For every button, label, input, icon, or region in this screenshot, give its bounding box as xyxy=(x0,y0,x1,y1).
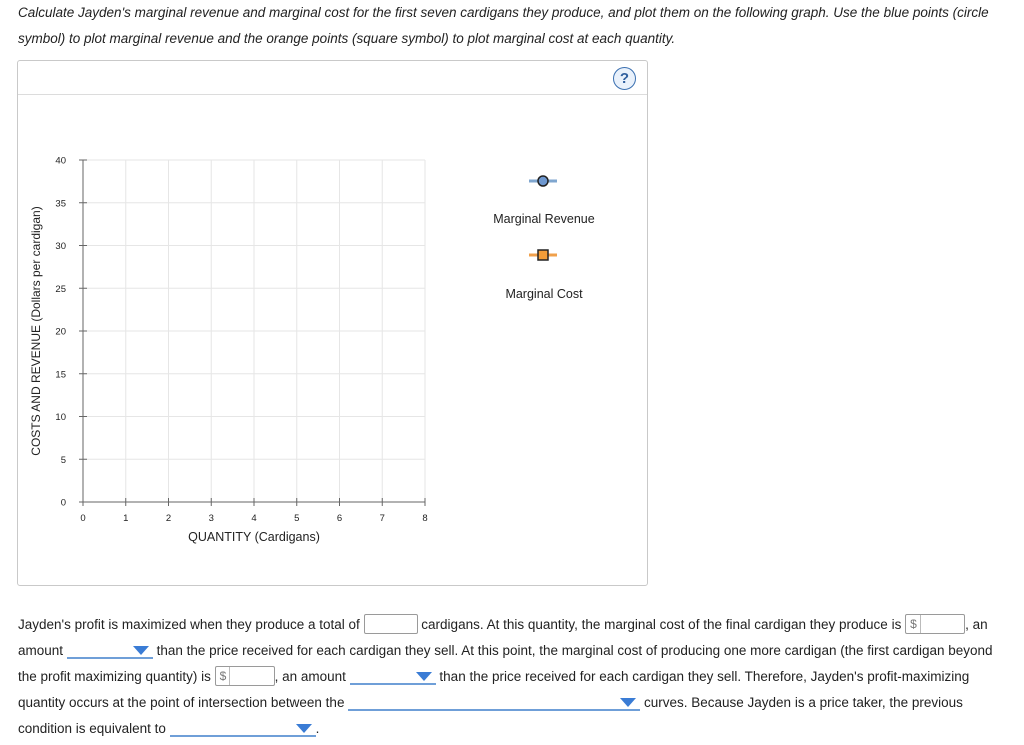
grid xyxy=(83,159,426,502)
condition-dropdown[interactable] xyxy=(169,723,316,738)
answer-text-1: Jayden's profit is maximized when they p… xyxy=(18,617,360,632)
chevron-down-icon xyxy=(132,646,149,656)
x-tick-label: 7 xyxy=(380,513,385,524)
answer-text-7: curves. Because Jayden is a price taker,… xyxy=(18,695,963,736)
mc-next-dollar-input[interactable]: $ xyxy=(214,666,275,687)
x-tick-label: 6 xyxy=(337,513,342,524)
y-tick-label: 35 xyxy=(55,198,66,209)
answer-text-3: , an amount xyxy=(18,617,988,658)
comparison-dropdown-1[interactable] xyxy=(66,645,153,660)
y-axis-label: COSTS AND REVENUE (Dollars per cardigan) xyxy=(29,206,43,455)
axes xyxy=(79,159,426,506)
x-tick-label: 0 xyxy=(80,513,85,524)
x-tick-label: 3 xyxy=(209,513,214,524)
mc-final-dollar-input[interactable]: $ xyxy=(905,614,966,635)
answer-text-6: than the price received for each cardiga… xyxy=(18,669,970,710)
x-axis-label: QUANTITY (Cardigans) xyxy=(188,530,320,544)
legend-mc-label: Marginal Cost xyxy=(505,287,583,301)
y-tick-label: 0 xyxy=(61,498,66,509)
x-tick-labels: 0 1 2 3 4 5 6 7 8 xyxy=(80,513,427,524)
legend-mc-square-icon xyxy=(537,249,549,261)
instructions-text: Calculate Jayden's marginal revenue and … xyxy=(18,5,989,46)
legend-mc-tool[interactable] xyxy=(529,249,557,261)
answer-text-5: , an amount xyxy=(274,669,346,684)
legend-mr-circle-icon xyxy=(537,175,549,187)
legend-mr-tool[interactable] xyxy=(529,175,557,187)
help-button[interactable]: ? xyxy=(613,67,636,90)
curves-dropdown[interactable] xyxy=(348,697,641,712)
x-tick-label: 5 xyxy=(294,513,299,524)
answer-paragraph: Jayden's profit is maximized when they p… xyxy=(18,612,1008,742)
y-tick-label: 40 xyxy=(55,156,66,167)
y-tick-label: 20 xyxy=(55,327,66,338)
y-tick-label: 15 xyxy=(55,369,66,380)
answer-text-2: cardigans. At this quantity, the margina… xyxy=(421,617,902,632)
x-tick-label: 2 xyxy=(166,513,171,524)
dollar-sign-1: $ xyxy=(906,615,921,634)
y-tick-label: 10 xyxy=(55,412,66,423)
plot-area[interactable]: 0 1 2 3 4 5 6 7 8 0 5 10 15 20 25 30 35 40 QUANTITY (Car… xyxy=(18,61,647,585)
y-tick-label: 5 xyxy=(61,455,66,466)
comparison-dropdown-2[interactable] xyxy=(349,671,436,686)
legend-mr-label: Marginal Revenue xyxy=(493,212,595,226)
y-tick-labels: 0 5 10 15 20 25 30 35 40 xyxy=(55,156,66,509)
x-tick-label: 1 xyxy=(123,513,128,524)
chevron-down-icon xyxy=(620,698,637,708)
y-tick-label: 25 xyxy=(55,284,66,295)
graph-panel: ? 0 1 2 3 4 5 6 7 8 0 5 10 15 20 25 30 35 40 QUANTITY (C… xyxy=(17,60,648,586)
answer-text-4: than the price received for each cardiga… xyxy=(18,643,993,684)
dollar-sign-2: $ xyxy=(216,667,231,686)
quantity-input[interactable] xyxy=(363,614,418,635)
chevron-down-icon xyxy=(295,724,312,734)
x-tick-label: 8 xyxy=(422,513,427,524)
y-tick-label: 30 xyxy=(55,241,66,252)
answer-text-8: . xyxy=(315,721,320,736)
chevron-down-icon xyxy=(415,672,432,682)
x-tick-label: 4 xyxy=(251,513,256,524)
graph-panel-toolbar: ? xyxy=(18,61,647,95)
